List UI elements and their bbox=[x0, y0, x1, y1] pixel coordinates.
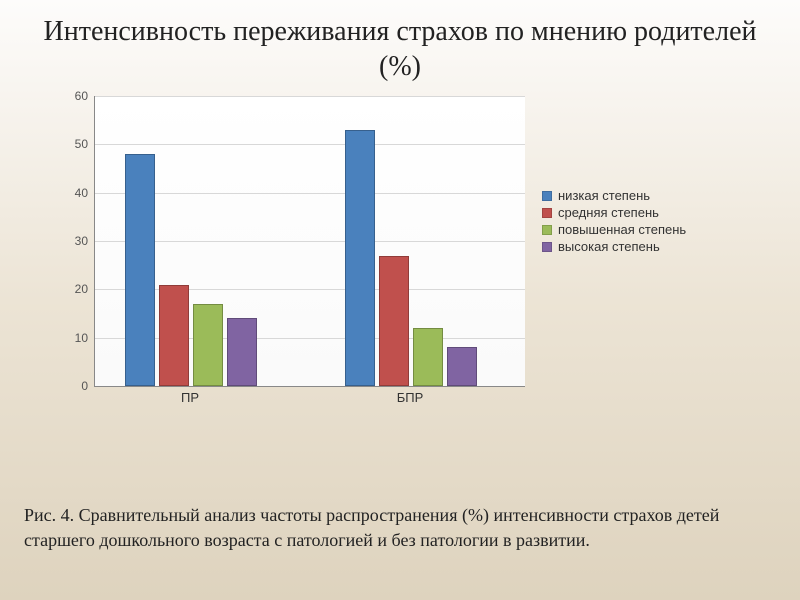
legend-item: низкая степень bbox=[542, 188, 686, 203]
x-category-label: БПР bbox=[397, 390, 424, 405]
page-title: Интенсивность переживания страхов по мне… bbox=[28, 14, 772, 84]
y-tick-label: 0 bbox=[81, 379, 88, 393]
bar bbox=[125, 154, 155, 386]
legend-swatch bbox=[542, 191, 552, 201]
chart-container: 0102030405060 ПРБПР низкая степеньсредня… bbox=[64, 96, 764, 406]
bar bbox=[159, 285, 189, 387]
y-axis: 0102030405060 bbox=[64, 96, 94, 386]
legend-label: повышенная степень bbox=[558, 222, 686, 237]
bar bbox=[227, 318, 257, 386]
bars-layer bbox=[95, 96, 525, 386]
plot-area bbox=[94, 96, 525, 387]
bar bbox=[345, 130, 375, 386]
figure-caption: Рис. 4. Сравнительный анализ частоты рас… bbox=[24, 503, 776, 552]
legend-label: низкая степень bbox=[558, 188, 650, 203]
y-tick-label: 50 bbox=[75, 137, 88, 151]
legend-label: высокая степень bbox=[558, 239, 660, 254]
legend-item: средняя степень bbox=[542, 205, 686, 220]
legend: низкая степень средняя степень повышенная … bbox=[542, 186, 686, 256]
x-axis-labels: ПР БПР bbox=[94, 388, 524, 408]
bar bbox=[379, 256, 409, 387]
y-tick-label: 10 bbox=[75, 331, 88, 345]
legend-swatch bbox=[542, 242, 552, 252]
legend-label: средняя степень bbox=[558, 205, 659, 220]
y-tick-label: 20 bbox=[75, 282, 88, 296]
y-tick-label: 60 bbox=[75, 89, 88, 103]
bar bbox=[193, 304, 223, 386]
legend-swatch bbox=[542, 225, 552, 235]
x-category-label: ПР bbox=[181, 390, 199, 405]
bar bbox=[413, 328, 443, 386]
y-tick-label: 30 bbox=[75, 234, 88, 248]
legend-swatch bbox=[542, 208, 552, 218]
y-tick-label: 40 bbox=[75, 186, 88, 200]
bar bbox=[447, 347, 477, 386]
legend-item: повышенная степень bbox=[542, 222, 686, 237]
slide-root: Интенсивность переживания страхов по мне… bbox=[0, 0, 800, 600]
legend-item: высокая степень bbox=[542, 239, 686, 254]
